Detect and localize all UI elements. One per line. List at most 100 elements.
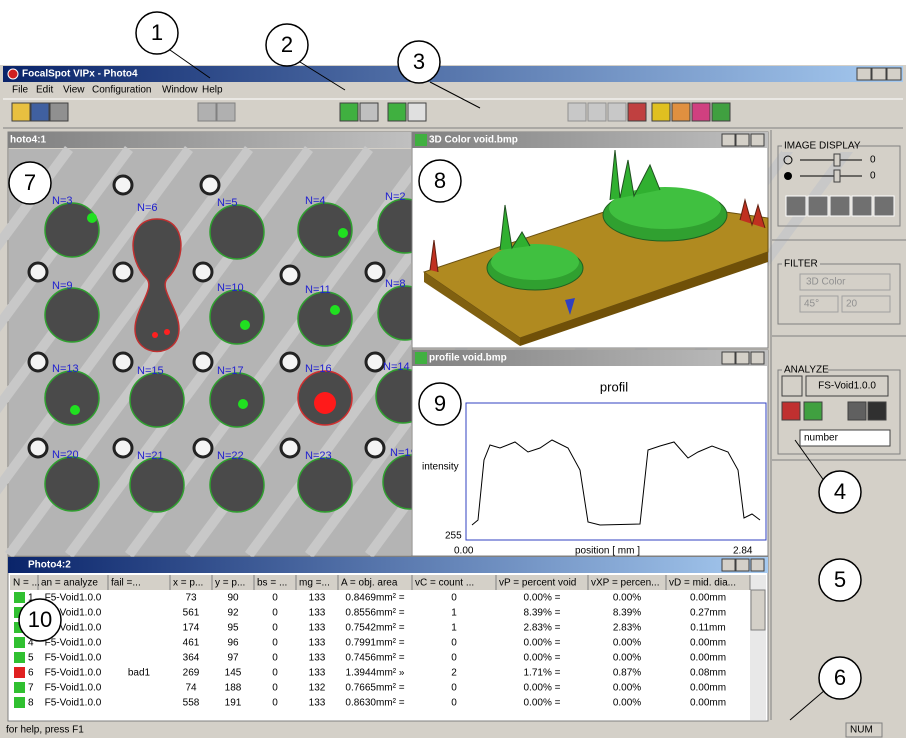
title-bar (3, 66, 903, 82)
display-button[interactable] (807, 195, 829, 217)
table-cell: F5-Void1.0.0 (45, 683, 102, 694)
tool-button[interactable] (387, 102, 407, 122)
table-cell: 96 (227, 638, 239, 649)
tool-button[interactable] (567, 102, 587, 122)
close-button[interactable] (750, 133, 765, 147)
table-cell: 2.83% = (524, 623, 561, 634)
column-header[interactable]: vC = count ... (415, 578, 474, 589)
solder-pad (129, 372, 185, 428)
column-header[interactable]: y = p... (215, 578, 245, 589)
column-header[interactable]: mg =... (299, 578, 330, 589)
minimize-button[interactable] (721, 558, 736, 572)
table-cell: 0 (272, 593, 278, 604)
table-cell: 0 (272, 638, 278, 649)
menu-item[interactable]: View (63, 85, 85, 96)
tool-button[interactable] (587, 102, 607, 122)
maximize-button[interactable] (735, 133, 750, 147)
open-button[interactable] (11, 102, 31, 122)
zoom-in-button[interactable] (197, 102, 217, 122)
minimize-button[interactable] (721, 351, 736, 365)
scroll-thumb[interactable] (750, 589, 766, 631)
column-header[interactable]: an = analyze (41, 578, 98, 589)
menu-item[interactable]: Configuration (92, 85, 151, 96)
new-button[interactable] (781, 375, 803, 397)
column-header[interactable]: x = p... (173, 578, 203, 589)
profile-title-bar (412, 350, 768, 366)
display-button[interactable] (873, 195, 895, 217)
window-controls[interactable] (721, 558, 765, 572)
menu-item[interactable]: Edit (36, 85, 53, 96)
column-header[interactable]: vD = mid. dia... (669, 578, 736, 589)
table-cell: 269 (183, 668, 200, 679)
table-cell: 74 (185, 683, 197, 694)
tool-button[interactable] (711, 102, 731, 122)
window-controls[interactable] (856, 67, 902, 81)
slider-thumb[interactable] (833, 153, 841, 167)
analyze-button[interactable] (803, 401, 823, 421)
solder-pad (44, 202, 100, 258)
menu-item[interactable]: File (12, 85, 29, 96)
close-button[interactable] (750, 351, 765, 365)
table-cell: 0.27mm (690, 608, 726, 619)
status-num: NUM (850, 725, 873, 736)
table-cell: 2.83% (613, 623, 641, 634)
tool-button[interactable] (407, 102, 427, 122)
filter-dropdown[interactable] (799, 273, 891, 291)
zoom-out-button[interactable] (216, 102, 236, 122)
callout-circle (397, 40, 441, 84)
level-dropdown[interactable] (841, 295, 891, 313)
slider-thumb[interactable] (833, 169, 841, 183)
display-button[interactable] (851, 195, 873, 217)
group-title: IMAGE DISPLAY (784, 141, 861, 152)
analyze-button[interactable] (781, 401, 801, 421)
tool-button[interactable] (339, 102, 359, 122)
program-button[interactable] (805, 375, 889, 397)
display-button[interactable] (785, 195, 807, 217)
texture (0, 146, 254, 495)
texture (0, 146, 74, 251)
column-header[interactable]: N = ... (13, 578, 40, 589)
window-controls[interactable] (721, 351, 765, 365)
column-header[interactable]: fail =... (111, 578, 141, 589)
void (87, 213, 97, 223)
close-button[interactable] (886, 67, 902, 81)
profile-plot-frame (465, 402, 767, 541)
sort-dropdown[interactable] (799, 429, 891, 447)
tool-button[interactable] (691, 102, 711, 122)
callout-circle (418, 159, 462, 203)
tool-button[interactable] (671, 102, 691, 122)
pad-label: N=17 (217, 365, 244, 377)
maximize-button[interactable] (735, 351, 750, 365)
minimize-button[interactable] (721, 133, 736, 147)
via-hole (199, 174, 221, 196)
void (330, 305, 340, 315)
minimize-button[interactable] (856, 67, 872, 81)
angle-dropdown[interactable] (799, 295, 839, 313)
menu-item[interactable]: Help (202, 85, 223, 96)
tool-button[interactable] (607, 102, 627, 122)
tool-button[interactable] (359, 102, 379, 122)
profile-curve (471, 439, 761, 526)
window-controls[interactable] (721, 133, 765, 147)
maximize-button[interactable] (735, 558, 750, 572)
status-bar (0, 722, 906, 738)
save-button[interactable] (867, 401, 887, 421)
display-button[interactable] (829, 195, 851, 217)
maximize-button[interactable] (871, 67, 887, 81)
pad-label: N=11 (305, 284, 331, 296)
close-button[interactable] (750, 558, 765, 572)
menu-item[interactable]: Window (162, 85, 198, 96)
column-header[interactable]: bs = ... (257, 578, 287, 589)
via-hole (364, 261, 386, 283)
via-hole (112, 174, 134, 196)
edit-button[interactable] (847, 401, 867, 421)
callout-circle (8, 161, 52, 205)
tool-button[interactable] (651, 102, 671, 122)
column-header[interactable]: A = obj. area (341, 578, 398, 589)
column-header[interactable]: vP = percent void (499, 578, 576, 589)
column-header[interactable]: vXP = percen... (591, 578, 659, 589)
print-button[interactable] (49, 102, 69, 122)
save-button[interactable] (30, 102, 50, 122)
table-cell: 0 (272, 683, 278, 694)
tool-button[interactable] (627, 102, 647, 122)
